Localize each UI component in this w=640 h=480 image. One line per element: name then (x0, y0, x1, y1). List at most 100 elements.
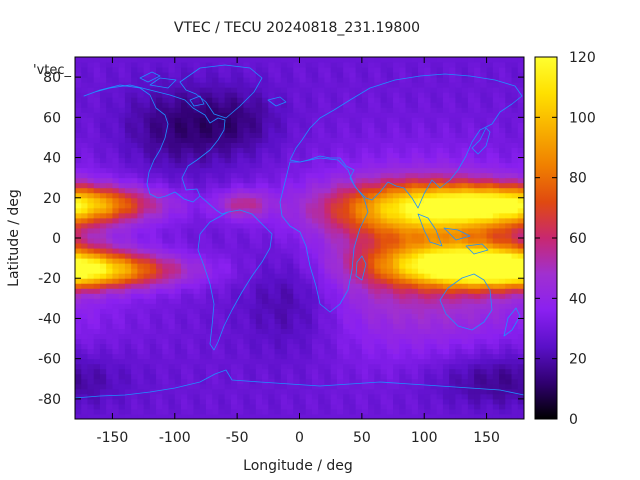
heatmap-cell (336, 383, 344, 390)
heatmap-cell (81, 147, 88, 154)
heatmap-cell (93, 77, 101, 83)
heatmap-cell (249, 92, 257, 98)
heatmap-cell (237, 248, 244, 254)
heatmap-cell (218, 263, 226, 269)
heatmap-cell (143, 398, 151, 405)
heatmap-cell (474, 283, 481, 289)
heatmap-cell (349, 122, 357, 128)
heatmap-cell (112, 182, 120, 189)
heatmap-cell (486, 82, 494, 88)
heatmap-cell (442, 157, 450, 164)
heatmap-cell (249, 227, 257, 234)
heatmap-cell (486, 192, 494, 199)
heatmap-cell (399, 162, 407, 169)
heatmap-cell (393, 363, 400, 370)
heatmap-cell (131, 117, 138, 123)
heatmap-cell (131, 333, 138, 340)
heatmap-cell (399, 318, 407, 324)
heatmap-cell (330, 197, 338, 204)
heatmap-cell (374, 278, 382, 284)
heatmap-cell (305, 112, 313, 118)
heatmap-cell (156, 82, 163, 88)
heatmap-cell (193, 217, 201, 224)
heatmap-cell (181, 343, 188, 350)
heatmap-cell (93, 127, 101, 133)
heatmap-cell (287, 132, 294, 138)
heatmap-cell (461, 408, 469, 415)
heatmap-cell (162, 263, 170, 269)
heatmap-cell (255, 348, 263, 355)
heatmap-cell (474, 82, 481, 88)
heatmap-cell (112, 368, 120, 375)
heatmap-cell (436, 87, 444, 93)
heatmap-cell (280, 222, 288, 229)
heatmap-cell (492, 157, 500, 164)
heatmap-cell (99, 318, 107, 324)
heatmap-cell (243, 343, 251, 350)
heatmap-cell (287, 187, 294, 194)
heatmap-cell (318, 293, 325, 299)
heatmap-cell (106, 318, 113, 324)
heatmap-cell (255, 343, 263, 350)
heatmap-cell (318, 413, 325, 420)
heatmap-cell (411, 288, 419, 294)
heatmap-cell (368, 97, 375, 103)
heatmap-cell (336, 77, 344, 83)
heatmap-cell (442, 92, 450, 98)
heatmap-cell (336, 408, 344, 415)
heatmap-cell (274, 348, 282, 355)
heatmap-cell (386, 197, 394, 204)
heatmap-cell (205, 258, 213, 264)
heatmap-cell (106, 298, 113, 304)
heatmap-cell (343, 232, 350, 239)
heatmap-cell (411, 268, 419, 274)
heatmap-cell (311, 338, 319, 345)
heatmap-cell (99, 167, 107, 174)
heatmap-cell (124, 398, 132, 405)
heatmap-cell (424, 87, 431, 93)
heatmap-cell (106, 243, 113, 249)
heatmap-cell (162, 308, 170, 314)
heatmap-cell (174, 142, 182, 148)
heatmap-cell (305, 222, 313, 229)
heatmap-cell (430, 132, 438, 138)
heatmap-cell (218, 403, 226, 410)
heatmap-cell (461, 403, 469, 410)
heatmap-cell (224, 243, 232, 249)
heatmap-cell (492, 383, 500, 390)
heatmap-cell (75, 72, 82, 78)
heatmap-cell (436, 308, 444, 314)
heatmap-cell (449, 328, 456, 335)
heatmap-cell (249, 182, 257, 189)
heatmap-cell (455, 338, 463, 345)
heatmap-cell (280, 378, 288, 385)
heatmap-cell (199, 358, 207, 365)
heatmap-cell (187, 293, 194, 299)
heatmap-cell (118, 343, 126, 350)
heatmap-cell (436, 162, 444, 169)
heatmap-cell (205, 217, 213, 224)
heatmap-cell (355, 112, 363, 118)
heatmap-cell (505, 378, 513, 385)
heatmap-cell (449, 393, 456, 400)
heatmap-cell (199, 132, 207, 138)
heatmap-cell (492, 67, 500, 73)
heatmap-cell (131, 408, 138, 415)
heatmap-cell (311, 318, 319, 324)
heatmap-cell (461, 328, 469, 335)
heatmap-cell (237, 197, 244, 204)
heatmap-cell (305, 197, 313, 204)
heatmap-cell (405, 388, 413, 395)
heatmap-cell (205, 207, 213, 214)
heatmap-cell (480, 82, 488, 88)
heatmap-cell (212, 227, 219, 234)
heatmap-cell (243, 97, 251, 103)
heatmap-cell (449, 353, 456, 360)
heatmap-cell (181, 273, 188, 279)
heatmap-cell (405, 403, 413, 410)
heatmap-cell (305, 403, 313, 410)
heatmap-cell (181, 318, 188, 324)
heatmap-cell (455, 268, 463, 274)
heatmap-cell (467, 368, 475, 375)
heatmap-cell (274, 378, 282, 385)
